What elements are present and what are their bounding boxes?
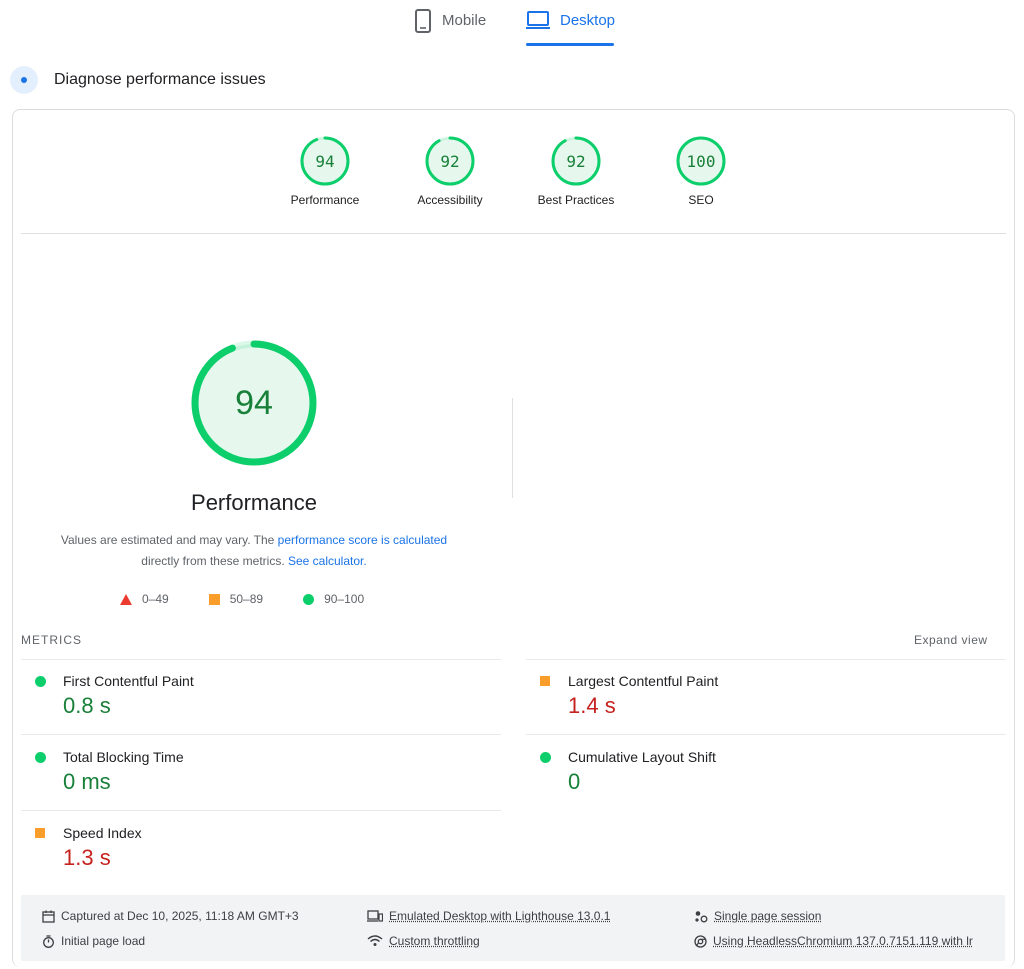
- people-icon: [695, 910, 708, 922]
- captured-text: Captured at Dec 10, 2025, 11:18 AM GMT+3: [61, 909, 299, 923]
- metrics-title: METRICS: [21, 633, 82, 647]
- gauge-label: Best Practices: [537, 193, 615, 207]
- metric-value: 1.3 s: [63, 845, 111, 870]
- runtime-info: Captured at Dec 10, 2025, 11:18 AM GMT+3…: [21, 895, 1005, 961]
- metric-name: Cumulative Layout Shift: [568, 749, 716, 765]
- info-browser[interactable]: Using HeadlessChromium 137.0.7151.119 wi…: [694, 934, 973, 948]
- metric-name: Largest Contentful Paint: [568, 673, 719, 689]
- gauge-performance[interactable]: 94 Performance: [265, 135, 385, 207]
- desc-text: directly from these metrics.: [141, 554, 288, 568]
- performance-description: Values are estimated and may vary. The p…: [54, 530, 454, 572]
- devices-icon: [367, 910, 383, 922]
- metric-value: 1.4 s: [568, 693, 616, 718]
- legend-pass-label: 90–100: [324, 592, 365, 606]
- report-card: [12, 109, 1015, 967]
- diagnose-icon: [10, 66, 38, 94]
- metric-divider: [526, 659, 1006, 660]
- tab-mobile-label: Mobile: [442, 12, 487, 29]
- square-icon: [208, 593, 220, 605]
- device-tabs: Mobile Desktop: [0, 0, 1024, 48]
- metric-name: Total Blocking Time: [63, 749, 184, 765]
- score-gauges: 94 Performance 92 Accessibility 92 Best …: [0, 135, 1024, 225]
- gauge-label: Performance: [290, 193, 360, 207]
- pass-dot-icon: [35, 676, 46, 687]
- timer-icon: [43, 934, 54, 948]
- metric-name: Speed Index: [63, 825, 142, 841]
- gauge-value: 100: [687, 152, 716, 171]
- gauges-divider: [21, 233, 1006, 234]
- calendar-icon: [42, 910, 55, 923]
- wifi-icon: [367, 935, 383, 946]
- tab-mobile[interactable]: Mobile: [414, 8, 486, 46]
- diagnose-title: Diagnose performance issues: [54, 71, 266, 88]
- average-square-icon: [540, 676, 550, 686]
- circle-icon: [303, 593, 315, 605]
- legend-pass: 90–100: [303, 592, 364, 606]
- triangle-icon: [120, 593, 132, 605]
- gauge-ring: 92: [551, 136, 601, 186]
- info-captured: Captured at Dec 10, 2025, 11:18 AM GMT+3: [42, 909, 299, 923]
- emulated-link: Emulated Desktop with Lighthouse 13.0.1: [389, 909, 611, 923]
- diagnose-header: Diagnose performance issues: [10, 66, 266, 94]
- tab-desktop[interactable]: Desktop: [526, 8, 615, 46]
- gauge-ring-large: 94: [191, 340, 317, 466]
- gauge-ring: 94: [300, 136, 350, 186]
- expand-view-toggle[interactable]: Expand view: [914, 633, 988, 647]
- performance-gauge-large: 94: [189, 338, 319, 473]
- throttling-link: Custom throttling: [389, 934, 480, 948]
- gauge-value: 94: [315, 152, 334, 171]
- gauge-label: SEO: [688, 193, 714, 207]
- metric-divider: [21, 810, 501, 811]
- phone-icon: [415, 9, 431, 33]
- gauge-accessibility[interactable]: 92 Accessibility: [390, 135, 510, 207]
- metric-divider: [21, 659, 501, 660]
- metric-value: 0: [568, 769, 581, 794]
- chrome-icon: [694, 934, 707, 948]
- see-calculator-link[interactable]: See calculator.: [287, 554, 367, 568]
- tab-desktop-label: Desktop: [560, 12, 616, 29]
- metric-value: 0 ms: [63, 769, 111, 794]
- info-emulated[interactable]: Emulated Desktop with Lighthouse 13.0.1: [367, 909, 610, 923]
- info-throttling[interactable]: Custom throttling: [367, 934, 480, 948]
- score-legend: 0–49 50–89 90–100: [120, 592, 404, 606]
- info-session[interactable]: Single page session: [694, 909, 821, 923]
- gauge-ring: 100: [676, 136, 726, 186]
- legend-average-label: 50–89: [229, 592, 264, 606]
- performance-title: Performance: [191, 490, 317, 515]
- laptop-icon: [526, 11, 550, 29]
- session-link: Single page session: [714, 909, 822, 923]
- desc-text: Values are estimated and may vary. The: [60, 533, 278, 547]
- pass-dot-icon: [35, 752, 46, 763]
- average-square-icon: [35, 828, 45, 838]
- metric-value: 0.8 s: [63, 693, 111, 718]
- gauge-value: 92: [566, 152, 585, 171]
- pass-dot-icon: [540, 752, 551, 763]
- gauge-ring: 92: [425, 136, 475, 186]
- active-tab-indicator: [526, 43, 614, 46]
- legend-average: 50–89: [208, 592, 264, 606]
- performance-score-value: 94: [235, 384, 273, 422]
- score-calculated-link[interactable]: performance score is calculated: [277, 533, 448, 547]
- metric-name: First Contentful Paint: [63, 673, 194, 689]
- metric-divider: [21, 734, 501, 735]
- legend-fail-label: 0–49: [142, 592, 169, 606]
- load-text: Initial page load: [61, 934, 146, 948]
- gauge-label: Accessibility: [417, 193, 483, 207]
- legend-fail: 0–49: [120, 592, 169, 606]
- vertical-divider: [512, 398, 513, 498]
- gauge-value: 92: [440, 152, 459, 171]
- browser-link: Using HeadlessChromium 137.0.7151.119 wi…: [713, 934, 973, 948]
- gauge-seo[interactable]: 100 SEO: [641, 135, 761, 207]
- info-load: Initial page load: [42, 934, 145, 948]
- gauge-best-practices[interactable]: 92 Best Practices: [516, 135, 636, 207]
- metric-divider: [526, 734, 1006, 735]
